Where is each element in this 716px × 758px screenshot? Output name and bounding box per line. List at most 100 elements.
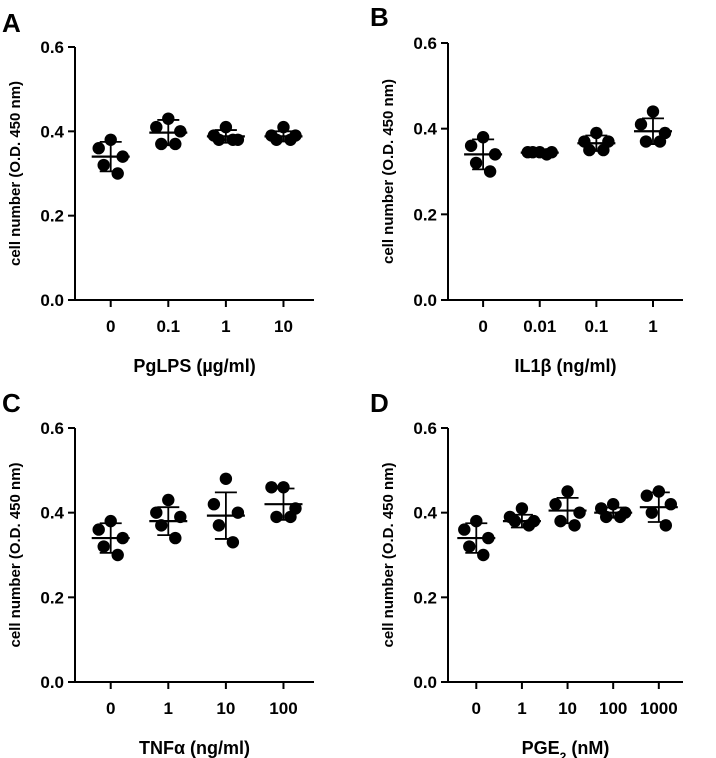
data-point [634,118,648,131]
series-group [264,481,303,524]
x-tick-label: 10 [216,699,235,718]
x-axis-label: PgLPS (µg/ml) [133,356,255,376]
series-group [91,133,130,180]
series-group [464,131,503,178]
y-tick-label: 0.4 [40,122,64,141]
y-tick-label: 0.6 [413,34,437,53]
series-group [264,120,303,146]
series-group [548,485,587,532]
y-axis-label: cell number (O.D. 450 nm) [7,81,24,266]
data-point [231,506,245,519]
x-tick-label: 100 [269,699,297,718]
panel-letter: B [370,2,389,32]
x-tick-label: 0 [472,699,481,718]
data-point [568,519,581,532]
data-point [174,125,187,138]
series-group [91,514,130,562]
data-point [554,514,567,528]
data-point [549,498,562,511]
y-tick-label: 0.6 [40,419,64,438]
data-point [561,485,574,498]
panel-d: D 0.0 0.2 0.4 0.6 cell number (O.D. 450 nm) 0 1… [370,388,683,758]
panel-letter: C [2,388,21,418]
x-tick-label: 0 [478,317,487,336]
y-tick-label: 0.2 [40,207,64,226]
series-group [206,120,245,146]
data-point [226,536,240,549]
data-point [219,472,233,485]
data-point [277,481,290,494]
series-group [577,126,616,157]
y-tick-label: 0.4 [40,504,64,523]
data-point [162,112,175,125]
data-point [162,493,175,507]
data-point [270,510,283,524]
data-point [664,498,678,511]
x-tick-label: 100 [599,699,627,718]
x-tick-label: 0 [106,699,115,718]
data-point [150,506,163,519]
data-point [640,489,654,502]
x-tick-label: 10 [558,699,577,718]
data-point [104,514,117,528]
data-point [104,133,117,146]
data-point [150,120,163,134]
data-point [522,519,536,532]
x-tick-label: 1 [648,317,657,336]
data-point [92,523,105,536]
y-tick-label: 0.4 [413,120,437,139]
y-tick-label: 0.0 [40,291,64,310]
series-group [502,502,541,532]
data-point [174,510,187,524]
x-tick-label: 1 [517,699,526,718]
y-tick-label: 0.0 [413,673,437,692]
panel-b: B 0.0 0.2 0.4 0.6 cell number (O.D. 450 nm) 0 0… [370,2,683,376]
data-point [111,548,124,562]
x-tick-label: 1 [221,317,230,336]
x-tick-label: 1 [164,699,173,718]
series-group [639,485,678,532]
data-point [470,514,483,528]
series-group [149,112,188,151]
data-point [464,139,478,152]
panel-letter: A [2,8,21,38]
data-point [155,137,168,151]
data-point [207,498,221,511]
y-tick-label: 0.2 [413,205,437,224]
x-tick-label: 0 [106,317,115,336]
x-axis-label: PGE2 (nM) [522,738,610,758]
data-point [97,158,110,172]
data-point [653,135,667,148]
data-point [284,510,297,524]
x-axis-label: IL1β (ng/ml) [515,356,617,376]
x-tick-label: 0.1 [585,317,609,336]
y-tick-label: 0.0 [413,291,437,310]
y-axis-label: cell number (O.D. 450 nm) [380,79,397,264]
data-point [477,548,490,562]
panel-a: A 0.0 0.2 0.4 0.6 cell number (O.D. 450 nm) 0 0… [2,8,314,376]
data-point [639,135,653,148]
data-point [483,165,497,178]
data-point [476,131,490,144]
data-point [469,156,483,170]
series-group [206,472,245,549]
data-point [92,142,105,155]
data-point [659,519,673,532]
series-group [149,493,188,545]
y-axis-label: cell number (O.D. 450 nm) [7,462,24,647]
data-point [515,502,529,515]
series-group [633,105,672,148]
x-tick-label: 1000 [640,699,678,718]
data-point [573,506,586,519]
panel-letter: D [370,388,389,418]
data-point [212,519,226,532]
data-point [645,506,659,519]
data-point [169,137,182,151]
y-tick-label: 0.4 [413,504,437,523]
x-tick-label: 0.01 [523,317,556,336]
x-tick-label: 10 [274,317,293,336]
y-tick-label: 0.0 [40,673,64,692]
panel-c: C 0.0 0.2 0.4 0.6 cell number (O.D. 450 nm) 0 1… [2,388,314,758]
data-point [458,523,471,536]
